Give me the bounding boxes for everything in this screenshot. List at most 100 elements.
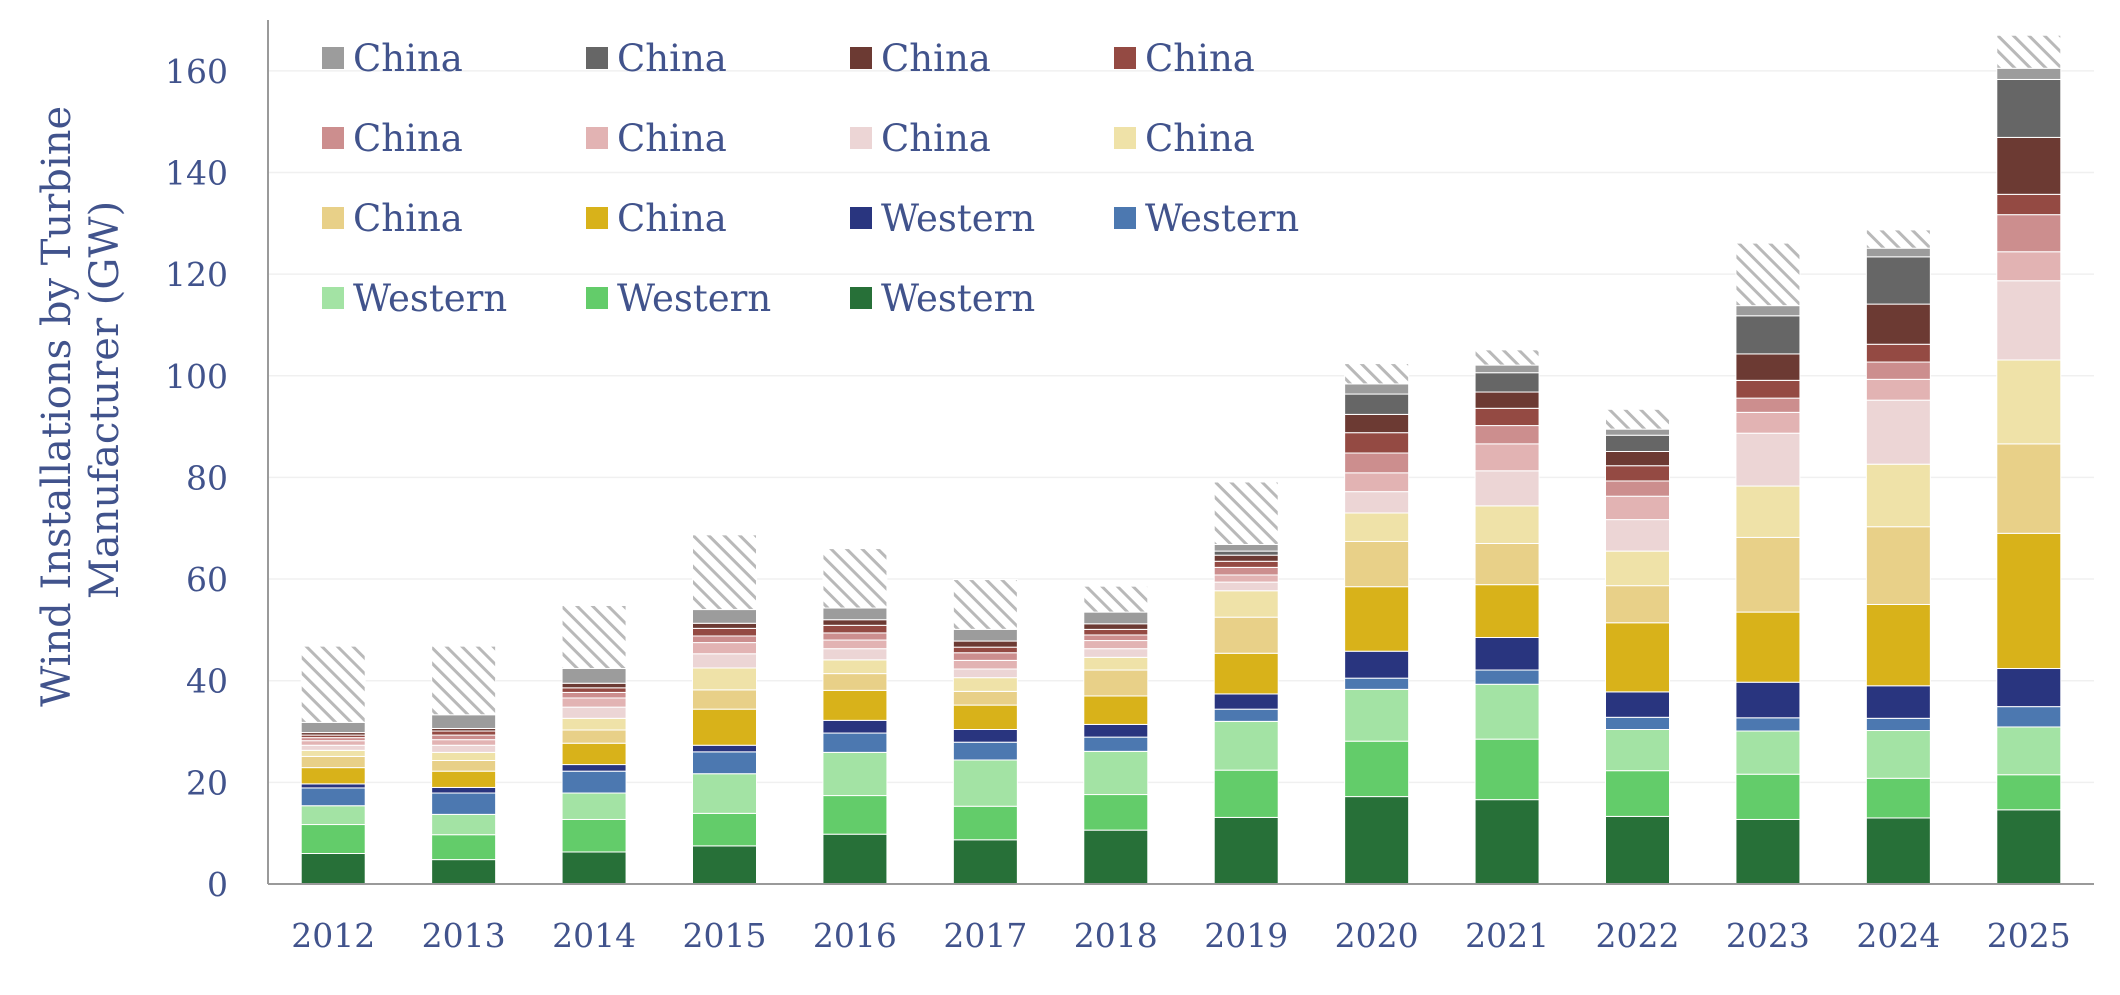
bar-segment-2023-series-12 <box>1735 353 1801 381</box>
bar-segment-2020-series-11 <box>1344 432 1410 454</box>
bar-segment-2012-series-15 <box>300 645 366 723</box>
bar-segment-2024-series-10 <box>1865 361 1931 380</box>
bar-segment-2021-series-4 <box>1474 637 1540 671</box>
bar-segment-2018-series-10 <box>1083 634 1149 642</box>
y-tick-label: 60 <box>186 560 228 599</box>
legend-swatch <box>322 47 344 69</box>
bar-segment-2021-series-11 <box>1474 407 1540 427</box>
gridlines <box>268 70 2094 784</box>
bar-segment-2018-series-14 <box>1083 611 1149 625</box>
legend-swatch <box>1114 47 1136 69</box>
bar-segment-2019-series-14 <box>1213 543 1279 552</box>
legend-label: China <box>617 197 727 240</box>
bar-segment-2014-series-6 <box>561 729 627 744</box>
bar-segment-2018-series-4 <box>1083 723 1149 738</box>
legend-label: China <box>353 197 463 240</box>
legend-label: Western <box>353 277 507 320</box>
bar-segment-2012-series-2 <box>300 805 366 826</box>
bar-segment-2017-series-3 <box>952 741 1018 761</box>
bar-segment-2017-series-5 <box>952 704 1018 730</box>
bar-segment-2016-series-12 <box>822 619 888 626</box>
bar-segment-2022-series-10 <box>1605 480 1670 497</box>
bar-segment-2019-series-2 <box>1213 720 1279 771</box>
bar-segment-2013-series-8 <box>431 744 497 753</box>
bar-segment-2018-series-9 <box>1083 640 1149 650</box>
bar-segment-2015-series-10 <box>692 635 757 644</box>
bar-segment-2019-series-9 <box>1213 574 1279 583</box>
bar-segment-2021-series-14 <box>1474 364 1540 374</box>
bar-segment-2021-series-15 <box>1474 349 1540 366</box>
legend-label: China <box>617 117 727 160</box>
bar-segment-2021-series-12 <box>1474 391 1540 409</box>
bar-segment-2021-series-8 <box>1474 470 1540 507</box>
bar-segment-2012-series-0 <box>300 853 366 885</box>
bar-segment-2019-series-12 <box>1213 554 1279 562</box>
bar-segment-2023-series-6 <box>1735 536 1801 613</box>
bar-segment-2023-series-7 <box>1735 485 1801 538</box>
bar-segment-2020-series-0 <box>1344 796 1410 885</box>
legend-label: Western <box>1145 197 1299 240</box>
bar-segment-2017-series-10 <box>952 652 1018 661</box>
bar-segment-2012-series-6 <box>300 755 366 769</box>
y-tick-label: 80 <box>186 458 228 497</box>
bar-segment-2014-series-2 <box>561 792 627 820</box>
bar-segment-2023-series-13 <box>1735 315 1801 355</box>
bar-segment-2014-series-5 <box>561 742 627 766</box>
bar-segment-2020-series-13 <box>1344 393 1410 415</box>
bar-segment-2015-series-11 <box>692 627 757 637</box>
bar-segment-2016-series-11 <box>822 624 888 634</box>
bar-segment-2021-series-0 <box>1474 799 1540 885</box>
bar-segment-2021-series-1 <box>1474 738 1540 801</box>
bar-segment-2016-series-8 <box>822 648 888 661</box>
bar-segment-2020-series-10 <box>1344 452 1410 474</box>
y-tick-label: 40 <box>186 662 228 701</box>
bar-segment-2021-series-3 <box>1474 669 1540 685</box>
bar-segment-2015-series-15 <box>692 534 757 611</box>
bar-segment-2016-series-2 <box>822 751 888 797</box>
bar-segment-2012-series-1 <box>300 824 366 855</box>
bar-segment-2020-series-9 <box>1344 472 1410 493</box>
y-tick-label: 100 <box>165 357 228 396</box>
bar-segment-2014-series-14 <box>561 668 627 684</box>
bar-segment-2013-series-1 <box>431 834 497 861</box>
bar-segment-2018-series-15 <box>1083 585 1149 613</box>
bar-segment-2020-series-8 <box>1344 491 1410 514</box>
bar-segment-2024-series-4 <box>1865 685 1931 719</box>
legend-swatch <box>322 287 344 309</box>
bar-segment-2022-series-1 <box>1605 770 1670 817</box>
legend-label: Western <box>617 277 771 320</box>
bar-segment-2020-series-5 <box>1344 586 1410 652</box>
bar-segment-2013-series-15 <box>431 645 497 716</box>
bar-segment-2022-series-12 <box>1605 450 1670 467</box>
bar-segment-2019-series-0 <box>1213 816 1279 885</box>
bar-segment-2015-series-6 <box>692 689 757 710</box>
bar-segment-2015-series-4 <box>692 744 757 753</box>
bar-segment-2022-series-8 <box>1605 519 1670 552</box>
legend-swatch <box>586 127 608 149</box>
legend-label: Western <box>881 197 1035 240</box>
legend-swatch <box>1114 207 1136 229</box>
bar-segment-2017-series-8 <box>952 668 1018 679</box>
bar-segment-2025-series-4 <box>1996 668 2062 708</box>
bar-segment-2014-series-0 <box>561 851 627 885</box>
bar-segment-2018-series-3 <box>1083 736 1149 752</box>
bar-segment-2018-series-5 <box>1083 695 1149 725</box>
bar-segment-2024-series-3 <box>1865 717 1931 732</box>
bar-segment-2021-series-2 <box>1474 683 1540 740</box>
bar-segment-2014-series-1 <box>561 818 627 853</box>
bars <box>300 34 2062 885</box>
bar-segment-2022-series-0 <box>1605 815 1670 885</box>
bar-segment-2017-series-6 <box>952 690 1018 706</box>
bar-segment-2017-series-12 <box>952 640 1018 648</box>
y-tick-labels: 0 20 40 60 80 100 120 140 160 <box>165 52 228 904</box>
x-tick-label: 2022 <box>1596 916 1680 955</box>
bar-segment-2014-series-15 <box>561 604 627 670</box>
bar-segment-2019-series-4 <box>1213 693 1279 710</box>
bar-segment-2025-series-2 <box>1996 726 2062 776</box>
bar-segment-2025-series-5 <box>1996 532 2062 670</box>
bar-segment-2021-series-7 <box>1474 505 1540 544</box>
bar-segment-2015-series-9 <box>692 642 757 655</box>
bar-segment-2020-series-7 <box>1344 512 1410 542</box>
bar-segment-2019-series-13 <box>1213 550 1279 556</box>
bar-segment-2024-series-12 <box>1865 303 1931 345</box>
